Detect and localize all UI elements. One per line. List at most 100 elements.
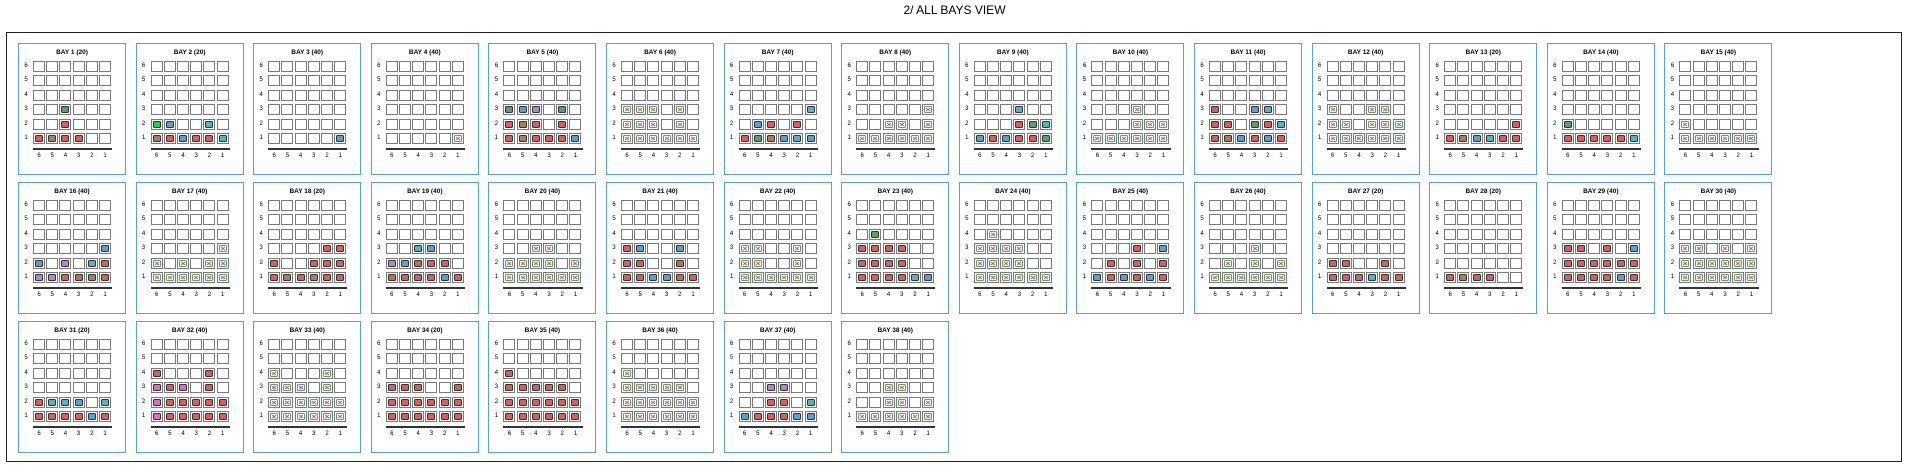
container-box[interactable] — [152, 120, 161, 128]
slot-cell[interactable] — [1574, 243, 1587, 255]
slot-cell[interactable] — [634, 133, 647, 144]
slot-cell[interactable] — [1339, 133, 1352, 144]
slot-cell[interactable] — [1470, 61, 1483, 72]
slot-cell[interactable] — [85, 228, 98, 240]
slot-cell[interactable] — [1117, 89, 1130, 101]
container-box[interactable] — [1211, 120, 1219, 128]
slot-cell[interactable] — [1627, 228, 1640, 240]
container-box[interactable] — [48, 274, 57, 281]
slot-cell[interactable] — [1222, 75, 1235, 87]
slot-cell[interactable] — [1732, 89, 1745, 101]
cancelled-container-icon[interactable] — [1224, 274, 1233, 281]
slot-cell[interactable] — [268, 133, 281, 144]
slot-cell[interactable] — [922, 75, 935, 87]
slot-cell[interactable] — [1627, 272, 1640, 283]
slot-cell[interactable] — [85, 257, 98, 269]
cancelled-container-icon[interactable] — [1132, 120, 1141, 128]
slot-cell[interactable] — [1352, 118, 1365, 130]
slot-cell[interactable] — [687, 200, 699, 211]
slot-cell[interactable] — [1326, 228, 1339, 240]
slot-cell[interactable] — [1496, 243, 1509, 255]
container-box[interactable] — [165, 135, 174, 142]
slot-cell[interactable] — [385, 272, 398, 283]
slot-cell[interactable] — [895, 61, 908, 72]
slot-cell[interactable] — [973, 61, 986, 72]
container-box[interactable] — [558, 398, 567, 406]
container-box[interactable] — [766, 384, 775, 392]
slot-cell[interactable] — [425, 272, 438, 283]
slot-cell[interactable] — [1496, 214, 1509, 226]
slot-cell[interactable] — [1248, 243, 1261, 255]
slot-cell[interactable] — [778, 133, 791, 144]
cancelled-container-icon[interactable] — [192, 274, 201, 281]
slot-cell[interactable] — [72, 200, 85, 211]
slot-cell[interactable] — [634, 118, 647, 130]
slot-cell[interactable] — [869, 133, 882, 144]
slot-cell[interactable] — [738, 396, 751, 408]
slot-cell[interactable] — [1718, 200, 1731, 211]
bay-panel[interactable]: BAY 26 (40) 6 5 4 3 2 1 6 5 4 3 2 1 — [1194, 182, 1302, 314]
slot-cell[interactable] — [1561, 272, 1574, 283]
cancelled-container-icon[interactable] — [1707, 259, 1716, 267]
slot-cell[interactable] — [556, 61, 569, 72]
cancelled-container-icon[interactable] — [1002, 274, 1011, 281]
slot-cell[interactable] — [764, 272, 777, 283]
slot-cell[interactable] — [1718, 243, 1731, 255]
cancelled-container-icon[interactable] — [544, 245, 553, 253]
slot-cell[interactable] — [542, 61, 555, 72]
slot-cell[interactable] — [1026, 243, 1039, 255]
slot-cell[interactable] — [1013, 61, 1026, 72]
slot-cell[interactable] — [503, 104, 516, 116]
slot-cell[interactable] — [1692, 61, 1705, 72]
slot-cell[interactable] — [85, 89, 98, 101]
slot-cell[interactable] — [751, 257, 764, 269]
slot-cell[interactable] — [1144, 61, 1157, 72]
slot-cell[interactable] — [856, 367, 869, 379]
slot-cell[interactable] — [882, 133, 895, 144]
slot-cell[interactable] — [1379, 228, 1392, 240]
slot-cell[interactable] — [1000, 228, 1013, 240]
slot-cell[interactable] — [1339, 214, 1352, 226]
slot-cell[interactable] — [1366, 133, 1379, 144]
slot-cell[interactable] — [99, 118, 111, 130]
slot-cell[interactable] — [973, 214, 986, 226]
slot-cell[interactable] — [1614, 272, 1627, 283]
slot-cell[interactable] — [85, 353, 98, 365]
slot-cell[interactable] — [751, 411, 764, 422]
container-box[interactable] — [780, 384, 789, 392]
container-box[interactable] — [270, 274, 279, 281]
slot-cell[interactable] — [1222, 272, 1235, 283]
container-box[interactable] — [387, 259, 396, 267]
slot-cell[interactable] — [33, 200, 45, 211]
slot-cell[interactable] — [85, 339, 98, 350]
slot-cell[interactable] — [190, 118, 203, 130]
bay-panel[interactable]: BAY 3 (40) 6 5 4 3 2 1 6 5 4 3 2 1 — [253, 43, 362, 175]
slot-cell[interactable] — [529, 243, 542, 255]
slot-cell[interactable] — [398, 367, 411, 379]
slot-cell[interactable] — [1235, 272, 1248, 283]
slot-cell[interactable] — [751, 396, 764, 408]
slot-cell[interactable] — [542, 200, 555, 211]
slot-cell[interactable] — [334, 118, 347, 130]
cancelled-container-icon[interactable] — [675, 120, 684, 128]
slot-cell[interactable] — [1614, 75, 1627, 87]
slot-cell[interactable] — [1444, 118, 1457, 130]
cancelled-container-icon[interactable] — [975, 274, 984, 281]
cancelled-container-icon[interactable] — [871, 135, 880, 142]
slot-cell[interactable] — [1379, 61, 1392, 72]
container-box[interactable] — [518, 398, 527, 406]
slot-cell[interactable] — [1510, 75, 1523, 87]
slot-cell[interactable] — [334, 353, 347, 365]
slot-cell[interactable] — [856, 228, 869, 240]
slot-cell[interactable] — [334, 133, 347, 144]
slot-cell[interactable] — [516, 228, 529, 240]
slot-cell[interactable] — [908, 257, 921, 269]
cancelled-container-icon[interactable] — [558, 274, 567, 281]
slot-cell[interactable] — [1705, 118, 1718, 130]
slot-cell[interactable] — [556, 243, 569, 255]
slot-cell[interactable] — [176, 257, 189, 269]
container-box[interactable] — [205, 398, 214, 406]
container-box[interactable] — [192, 135, 201, 142]
slot-cell[interactable] — [85, 133, 98, 144]
cancelled-container-icon[interactable] — [152, 274, 161, 281]
